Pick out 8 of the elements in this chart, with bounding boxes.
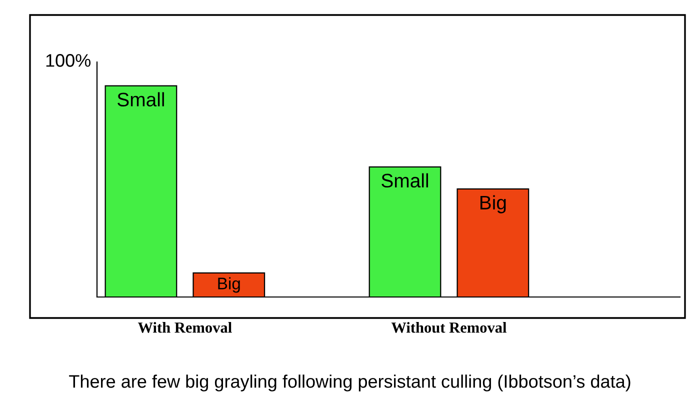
text: Small <box>382 173 428 188</box>
text: There are few big grayling following persistant culling (Ibbotson’s data) <box>69 374 630 392</box>
series-label: Big <box>218 277 240 293</box>
x-tick-label: With Removal <box>138 322 232 333</box>
x-tick-label: Without Removal <box>391 322 506 333</box>
text: 100% <box>46 54 91 67</box>
series-label: Small <box>118 92 164 106</box>
text: Big <box>480 195 506 214</box>
